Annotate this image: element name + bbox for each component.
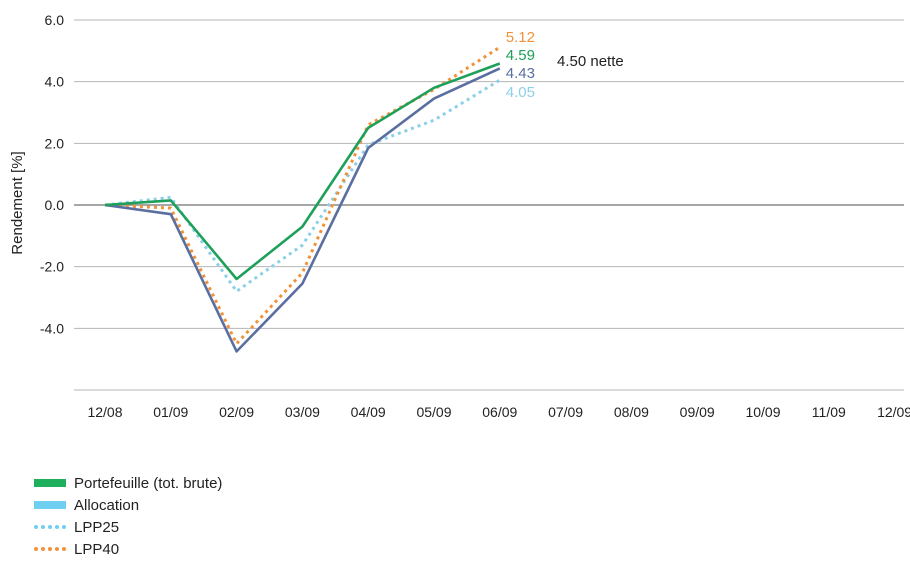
y-tick-label: -4.0 xyxy=(40,320,64,336)
x-tick-label: 06/09 xyxy=(482,404,517,420)
x-tick-label: 12/09 xyxy=(877,404,910,420)
x-tick-label: 03/09 xyxy=(285,404,320,420)
legend-swatch xyxy=(34,525,66,529)
annotations: 4.50 nette xyxy=(557,53,624,70)
end-label: 5.12 xyxy=(506,29,535,46)
y-tick-label: 2.0 xyxy=(45,135,65,151)
x-axis-ticks: 12/08 01/09 02/09 03/09 04/09 05/09 06/09 07/09… xyxy=(87,404,910,420)
annotation-label: 4.50 nette xyxy=(557,53,624,70)
legend-label: LPP40 xyxy=(74,540,120,558)
y-tick-label: 6.0 xyxy=(45,12,65,28)
x-tick-label: 05/09 xyxy=(416,404,451,420)
end-labels: 4.594.43 4.05 5.12 xyxy=(506,29,535,101)
x-tick-label: 01/09 xyxy=(153,404,188,420)
x-tick-label: 08/09 xyxy=(614,404,649,420)
series-line-lpp25 xyxy=(104,78,501,293)
series-line-portefeuille-tot-brute xyxy=(104,62,501,281)
x-tick-label: 11/09 xyxy=(812,404,846,420)
legend-swatch xyxy=(34,547,66,551)
y-tick-label: 0.0 xyxy=(45,197,65,213)
y-tick-label: 4.0 xyxy=(45,74,65,90)
series-line-allocation xyxy=(104,67,501,353)
end-label: 4.59 xyxy=(506,47,535,64)
legend-item: Allocation xyxy=(34,494,222,516)
legend-item: Portefeuille (tot. brute) xyxy=(34,472,222,494)
end-label: 4.05 xyxy=(506,84,535,101)
y-axis-ticks: 6.0 4.0 2.0 0.0 -2.0 -4.0 xyxy=(40,12,64,336)
x-tick-label: 07/09 xyxy=(548,404,583,420)
legend-item: LPP25 xyxy=(34,516,222,538)
x-tick-label: 10/09 xyxy=(745,404,780,420)
grid-lines xyxy=(74,19,904,391)
x-tick-label: 09/09 xyxy=(680,404,715,420)
end-label: 4.43 xyxy=(506,65,535,82)
x-tick-label: 02/09 xyxy=(219,404,254,420)
x-tick-label: 12/08 xyxy=(87,404,122,420)
legend-label: Allocation xyxy=(74,496,140,514)
y-tick-label: -2.0 xyxy=(40,259,64,275)
legend-swatch xyxy=(34,479,66,487)
legend-item: LPP40 xyxy=(34,538,222,560)
series-line-lpp40 xyxy=(104,45,501,346)
legend-label: Portefeuille (tot. brute) xyxy=(74,474,223,492)
line-chart: 6.0 4.0 2.0 0.0 -2.0 -4.0 12/08 01/09 02/09 03/0… xyxy=(9,12,910,420)
legend-swatch xyxy=(34,501,66,509)
series-lines xyxy=(104,45,501,353)
x-tick-label: 04/09 xyxy=(351,404,386,420)
legend-label: LPP25 xyxy=(74,518,120,536)
legend: Portefeuille (tot. brute) Allocation LPP25… xyxy=(34,472,222,560)
y-axis-title: Rendement [%] xyxy=(9,151,26,254)
